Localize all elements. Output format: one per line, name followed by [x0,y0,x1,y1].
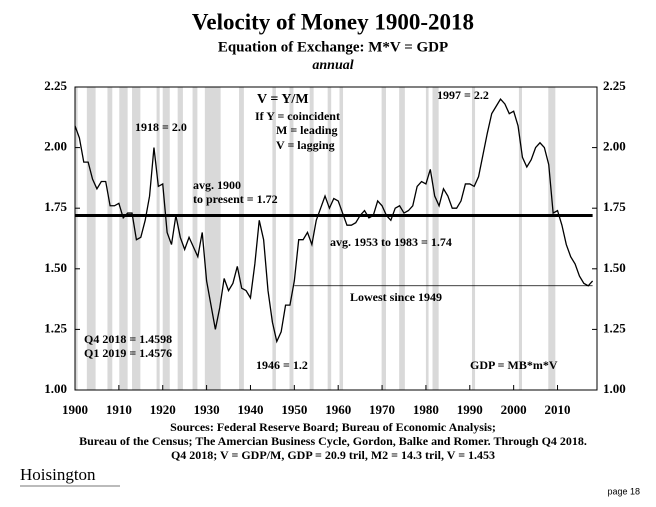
recession-band [309,87,314,390]
annotation: V = Y/M [257,92,309,107]
recession-band [518,87,522,390]
chart-title: Velocity of Money 1900-2018 [192,9,474,34]
y-tick-label: 2.00 [44,139,67,154]
x-tick-label: 1910 [106,402,132,417]
x-tick-label: 1960 [325,402,351,417]
recession-band [119,87,128,390]
annotation: 1946 = 1.2 [256,358,308,372]
source: Sources: Federal Reserve Board; Bureau o… [170,420,496,434]
y2-tick-label: 1.00 [603,381,626,396]
source: Q4 2018; V = GDP/M, GDP = 20.9 tril, M2 … [171,448,495,462]
recession-band [425,87,429,390]
x-tick-label: 1940 [237,402,263,417]
velocity-line [74,98,594,344]
annotation: 1997 = 2.2 [437,88,489,102]
x-tick-label: 1920 [150,402,176,417]
x-tick-label: 1990 [457,402,483,417]
y2-tick-label: 2.25 [603,78,626,93]
annotation: to present = 1.72 [193,192,278,206]
y2-tick-label: 1.50 [603,260,626,275]
annotation: If Y = coincident [255,109,340,123]
annotation: Q1 2019 = 1.4576 [84,346,172,360]
recession-band [339,87,344,390]
annotation: avg. 1900 [193,178,241,192]
recession-band [432,87,439,390]
y2-tick-label: 1.25 [603,320,626,335]
y-tick-label: 1.00 [44,381,67,396]
x-tick-label: 1930 [194,402,220,417]
recession-band [471,87,476,390]
annotation: avg. 1953 to 1983 = 1.74 [330,235,452,249]
annotation: Q4 2018 = 1.4598 [84,332,172,346]
annotation: V = lagging [276,138,335,152]
recession-band [156,87,160,390]
y-tick-label: 1.50 [44,260,67,275]
x-tick-label: 2000 [501,402,527,417]
recession-band [381,87,387,390]
logo: Hoisington [20,465,96,484]
chart-subtitle: Equation of Exchange: M*V = GDP [218,39,448,55]
y-tick-label: 1.25 [44,320,67,335]
x-tick-label: 1980 [413,402,439,417]
recession-band [162,87,170,390]
recession-band [204,87,221,390]
annotation: 1918 = 2.0 [135,120,187,134]
annotation: Lowest since 1949 [350,290,442,304]
y-tick-label: 1.75 [44,199,67,214]
chart-note: annual [312,58,353,73]
recession-band [272,87,276,390]
x-tick-label: 1970 [369,402,395,417]
y-tick-label: 2.25 [44,78,67,93]
recession-band [192,87,198,390]
x-tick-label: 1950 [281,402,307,417]
recession-band [107,87,113,390]
recession-band [327,87,332,390]
plot-frame [74,86,598,391]
y2-tick-label: 2.00 [603,139,626,154]
x-tick-label: 1900 [62,402,88,417]
recession-band [239,87,244,390]
recession-band [399,87,405,390]
annotation: M = leading [276,123,338,137]
y2-tick-label: 1.75 [603,199,626,214]
recession-band [548,87,556,390]
x-tick-label: 2010 [545,402,571,417]
annotation: GDP = MB*m*V [470,358,558,372]
recession-band [289,87,294,390]
page-number: page 18 [607,486,640,496]
source: Bureau of the Census; The Amercian Busin… [79,434,587,448]
recession-band [75,87,78,390]
recession-band [86,87,96,390]
